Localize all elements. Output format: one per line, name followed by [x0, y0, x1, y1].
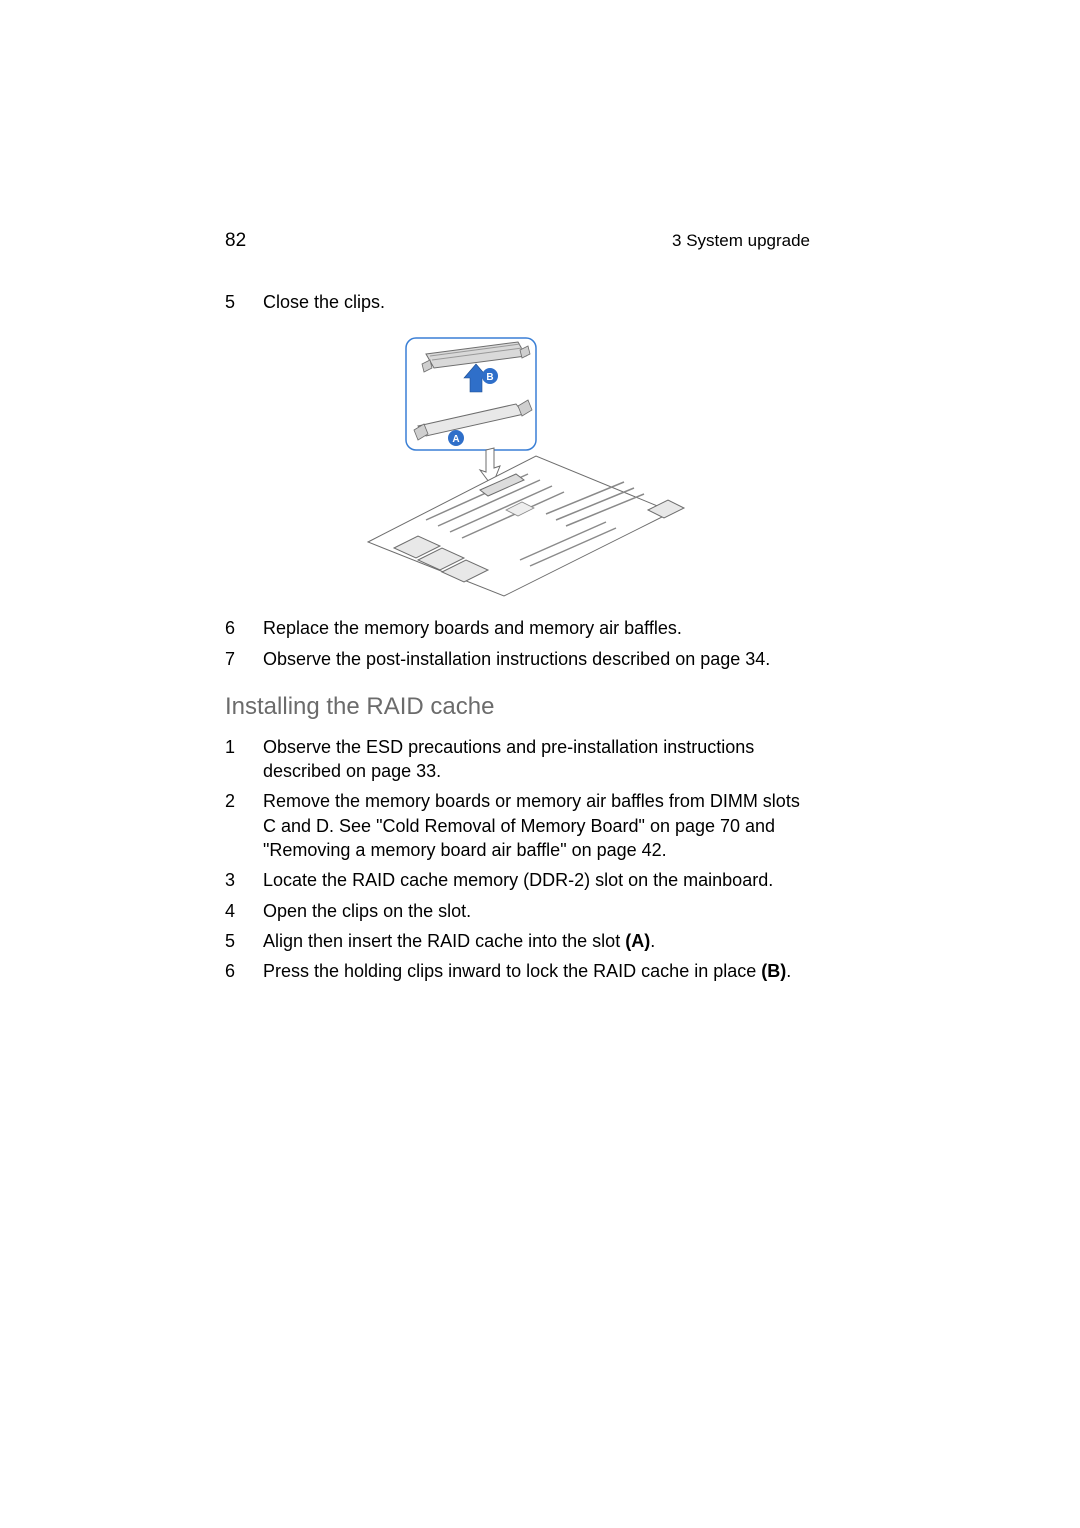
list-text-post: .: [650, 931, 655, 951]
list-item: 6 Press the holding clips inward to lock…: [225, 959, 810, 983]
chapter-title: 3 System upgrade: [672, 231, 810, 251]
page-number: 82: [225, 230, 246, 252]
list-item: 3 Locate the RAID cache memory (DDR-2) s…: [225, 868, 810, 892]
list-item: 5 Align then insert the RAID cache into …: [225, 929, 810, 953]
list-item: 1 Observe the ESD precautions and pre-in…: [225, 735, 810, 784]
page-header: 82 3 System upgrade: [225, 230, 810, 252]
list-item: 5 Close the clips.: [225, 290, 810, 314]
mainboard-diagram-icon: B A: [348, 334, 688, 598]
svg-text:A: A: [452, 434, 459, 445]
list-text-pre: Align then insert the RAID cache into th…: [263, 931, 625, 951]
list-item: 6 Replace the memory boards and memory a…: [225, 616, 810, 640]
list-text: Observe the post-installation instructio…: [263, 647, 810, 671]
list-item: 7 Observe the post-installation instruct…: [225, 647, 810, 671]
list-number: 7: [225, 647, 263, 671]
list-number: 6: [225, 959, 263, 983]
svg-text:B: B: [486, 372, 493, 383]
figure-container: B A: [225, 334, 810, 598]
list-text: Close the clips.: [263, 290, 810, 314]
list-text: Replace the memory boards and memory air…: [263, 616, 810, 640]
list-number: 2: [225, 789, 263, 813]
list-text: Press the holding clips inward to lock t…: [263, 959, 810, 983]
list-text: Remove the memory boards or memory air b…: [263, 789, 810, 862]
list-text: Open the clips on the slot.: [263, 899, 810, 923]
list-text-bold: (A): [625, 931, 650, 951]
list-number: 6: [225, 616, 263, 640]
list-number: 1: [225, 735, 263, 759]
page-container: 82 3 System upgrade 5 Close the clips. B: [0, 0, 1080, 1528]
subheading: Installing the RAID cache: [225, 693, 810, 721]
list-number: 5: [225, 290, 263, 314]
list-number: 3: [225, 868, 263, 892]
list-text: Align then insert the RAID cache into th…: [263, 929, 810, 953]
list-item: 4 Open the clips on the slot.: [225, 899, 810, 923]
list-text: Observe the ESD precautions and pre-inst…: [263, 735, 810, 784]
list-number: 5: [225, 929, 263, 953]
list-text-bold: (B): [761, 961, 786, 981]
list-text: Locate the RAID cache memory (DDR-2) slo…: [263, 868, 810, 892]
list-number: 4: [225, 899, 263, 923]
list-text-post: .: [786, 961, 791, 981]
list-item: 2 Remove the memory boards or memory air…: [225, 789, 810, 862]
list-text-pre: Press the holding clips inward to lock t…: [263, 961, 761, 981]
